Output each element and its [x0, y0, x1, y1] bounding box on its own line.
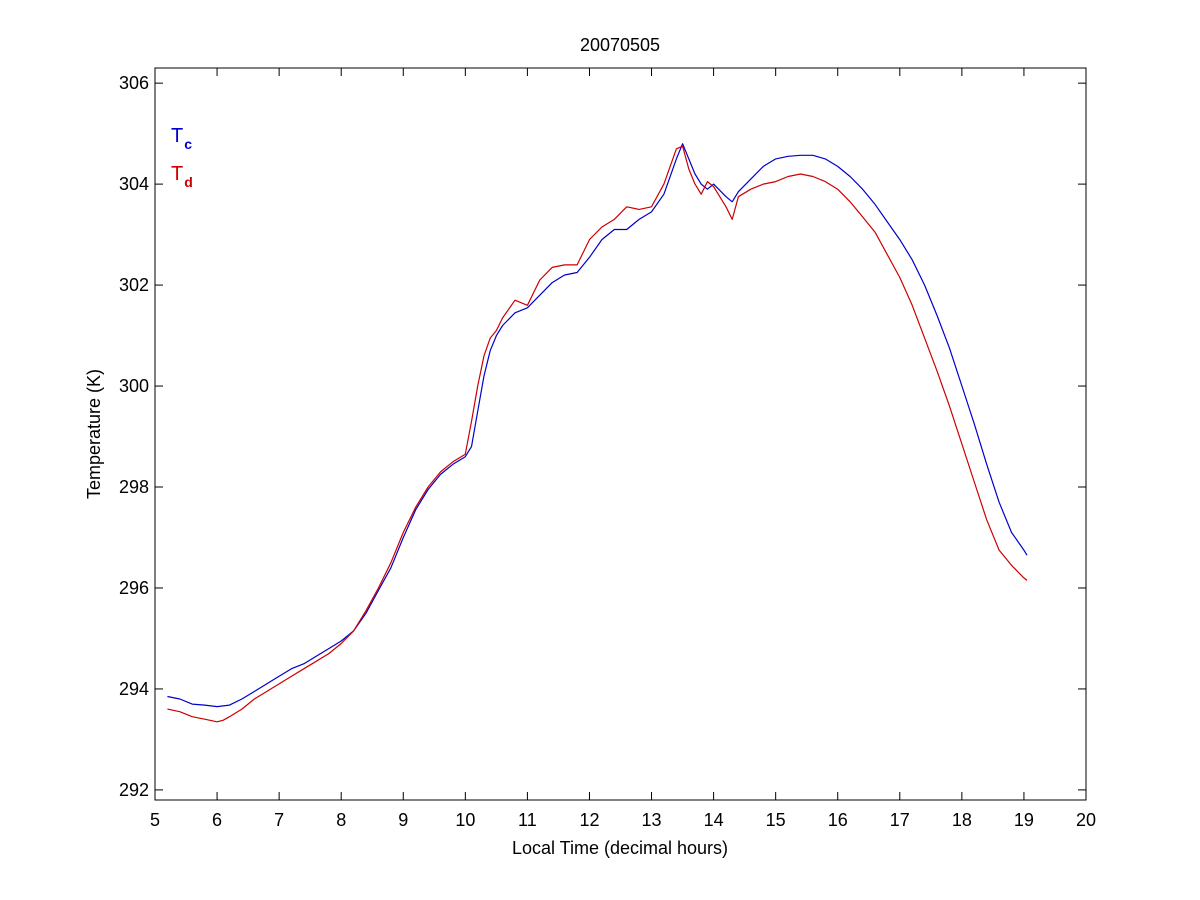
- chart-title: 20070505: [580, 35, 660, 55]
- x-tick-label: 12: [579, 810, 599, 830]
- legend-label: T: [171, 163, 183, 185]
- x-tick-label: 8: [336, 810, 346, 830]
- x-tick-label: 20: [1076, 810, 1096, 830]
- legend-subscript: d: [184, 174, 193, 190]
- y-tick-label: 296: [119, 578, 149, 598]
- series-line-td: [167, 145, 1028, 723]
- x-tick-label: 5: [150, 810, 160, 830]
- legend-entry-td: Td: [171, 163, 193, 190]
- y-axis: 292 294 296 298 300 302 304 306: [119, 73, 1086, 800]
- x-tick-label: 16: [828, 810, 848, 830]
- y-tick-label: 294: [119, 679, 149, 699]
- x-tick-label: 10: [455, 810, 475, 830]
- x-tick-label: 15: [766, 810, 786, 830]
- x-tick-label: 13: [642, 810, 662, 830]
- series-layer: [167, 143, 1028, 723]
- y-tick-label: 304: [119, 174, 149, 194]
- y-tick-label: 300: [119, 376, 149, 396]
- legend-label: T: [171, 125, 183, 147]
- x-axis-title: Local Time (decimal hours): [512, 838, 728, 858]
- legend-entry-tc: Tc: [171, 125, 192, 152]
- y-tick-label: 292: [119, 780, 149, 800]
- x-tick-label: 18: [952, 810, 972, 830]
- x-tick-label: 11: [518, 810, 537, 830]
- x-axis: 5 6 7 8 9 10 11 12 13 14 15 16 17 18 19 20: [150, 68, 1096, 830]
- x-tick-label: 9: [398, 810, 408, 830]
- x-tick-label: 14: [704, 810, 724, 830]
- x-tick-label: 17: [890, 810, 910, 830]
- y-axis-title: Temperature (K): [84, 369, 104, 499]
- y-tick-label: 306: [119, 73, 149, 93]
- x-tick-label: 7: [274, 810, 284, 830]
- y-tick-label: 298: [119, 477, 149, 497]
- plot-frame: [154, 67, 1087, 801]
- legend-subscript: c: [184, 136, 192, 152]
- x-tick-label: 19: [1014, 810, 1034, 830]
- series-line-tc: [167, 143, 1028, 708]
- y-tick-label: 302: [119, 275, 149, 295]
- x-tick-label: 6: [212, 810, 222, 830]
